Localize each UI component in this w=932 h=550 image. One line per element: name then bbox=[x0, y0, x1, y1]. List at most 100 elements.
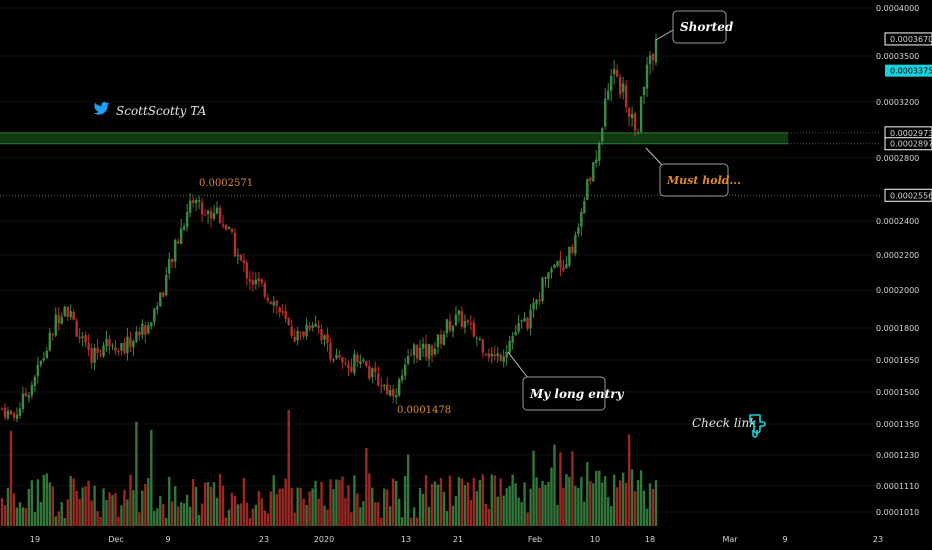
candle-body bbox=[51, 334, 54, 336]
price-tick-label: 0.0001010 bbox=[876, 508, 919, 517]
volume-bar bbox=[601, 482, 604, 526]
candle-body bbox=[412, 344, 416, 356]
support-zones bbox=[0, 132, 880, 196]
volume-bar bbox=[179, 502, 183, 526]
volume-bar bbox=[553, 444, 556, 526]
volume-bar bbox=[30, 480, 34, 526]
time-tick-label: 2020 bbox=[314, 535, 334, 544]
candle-body bbox=[215, 207, 219, 214]
volume-bar bbox=[350, 512, 353, 526]
price-tick-label: 0.0002400 bbox=[876, 217, 919, 226]
candle-body bbox=[0, 408, 4, 410]
volume-bar bbox=[547, 481, 550, 526]
volume-bar bbox=[141, 490, 144, 526]
volume-bar bbox=[511, 474, 514, 526]
candle-body bbox=[293, 336, 296, 342]
volume-bar bbox=[269, 491, 272, 526]
candle-body bbox=[532, 302, 535, 310]
price-axis[interactable]: 0.0004000 0.0003500 0.0003200 0.0002800 0.00… bbox=[876, 4, 932, 517]
volume-bar bbox=[221, 485, 225, 526]
candle-body bbox=[3, 407, 7, 418]
price-tick-label: 0.0002200 bbox=[876, 251, 919, 260]
must-hold-pointer bbox=[645, 147, 663, 166]
shorted-callout: Shorted bbox=[680, 20, 734, 34]
candle-body bbox=[618, 77, 622, 95]
volume-bar bbox=[233, 495, 237, 526]
candle-body bbox=[284, 311, 287, 320]
candle-body bbox=[12, 412, 16, 418]
candle-body bbox=[636, 132, 640, 134]
candle-body bbox=[269, 301, 272, 304]
check-link[interactable]: Check link bbox=[692, 414, 766, 438]
volume-bar bbox=[610, 506, 613, 526]
volume-bar bbox=[332, 489, 335, 526]
candle-body bbox=[6, 410, 10, 419]
candle-body bbox=[326, 333, 329, 344]
candle-body bbox=[63, 306, 66, 316]
candle-body bbox=[478, 338, 482, 340]
volume-bar bbox=[191, 479, 195, 526]
time-tick-label: Dec bbox=[108, 535, 123, 544]
volume-bar bbox=[400, 517, 404, 526]
time-tick-label: Mar bbox=[722, 535, 738, 544]
candle-body bbox=[586, 179, 589, 200]
candle-body bbox=[571, 246, 574, 253]
volume-bar bbox=[568, 476, 571, 526]
candle-body bbox=[39, 360, 43, 365]
volume-bar bbox=[580, 476, 583, 526]
time-tick-label: 23 bbox=[873, 535, 883, 544]
candle-body bbox=[111, 345, 114, 347]
volume-bar bbox=[424, 475, 428, 526]
candle-body bbox=[365, 360, 368, 366]
volume-bar bbox=[188, 506, 192, 526]
candle-body bbox=[565, 264, 568, 269]
volume-bar bbox=[445, 511, 449, 526]
volume-bar bbox=[472, 477, 476, 526]
volume-bar bbox=[27, 488, 31, 526]
volume-bar bbox=[636, 480, 640, 526]
price-tick-label: 0.0001800 bbox=[876, 324, 919, 333]
candle-body bbox=[254, 279, 258, 285]
candle-body bbox=[171, 258, 174, 263]
volume-bar bbox=[380, 517, 383, 526]
candle-body bbox=[415, 345, 419, 359]
volume-bar bbox=[197, 514, 201, 526]
candle-body bbox=[607, 90, 610, 100]
volume-bar bbox=[454, 496, 458, 526]
candle-body bbox=[583, 201, 586, 214]
candle-body bbox=[601, 128, 604, 142]
candle-body bbox=[502, 356, 505, 362]
volume-bar bbox=[33, 512, 37, 526]
volume-bar bbox=[212, 482, 216, 526]
volume-bar bbox=[639, 470, 643, 526]
volume-bar bbox=[448, 475, 452, 526]
volume-bar bbox=[505, 488, 508, 526]
candle-body bbox=[144, 325, 147, 335]
candle-body bbox=[194, 200, 198, 204]
volume-bar bbox=[308, 491, 311, 526]
volume-bar bbox=[215, 497, 219, 526]
volume-bar bbox=[344, 497, 347, 526]
volume-bar bbox=[386, 489, 389, 526]
volume-bar bbox=[63, 517, 66, 526]
candle-body bbox=[496, 353, 499, 357]
volume-bar bbox=[466, 482, 470, 526]
candle-body bbox=[48, 332, 51, 351]
volume-bar bbox=[377, 502, 380, 526]
volume-bar bbox=[598, 470, 601, 526]
candle-body bbox=[30, 385, 34, 396]
price-tick-label: 0.0002000 bbox=[876, 286, 919, 295]
volume-bar bbox=[311, 488, 314, 526]
candle-body bbox=[645, 64, 649, 89]
volume-bar bbox=[105, 500, 108, 526]
candle-body bbox=[66, 307, 69, 317]
candle-body bbox=[526, 317, 529, 329]
volume-bar bbox=[323, 505, 326, 526]
brand[interactable]: ScottScotty TA bbox=[93, 102, 207, 118]
candle-body bbox=[36, 365, 40, 376]
time-axis[interactable]: 19 Dec 9 23 2020 13 21 Feb 10 18 Mar 9 23 bbox=[30, 535, 883, 544]
volume-bar bbox=[409, 517, 413, 526]
volume-bar bbox=[577, 487, 580, 526]
candle-body bbox=[308, 325, 311, 330]
